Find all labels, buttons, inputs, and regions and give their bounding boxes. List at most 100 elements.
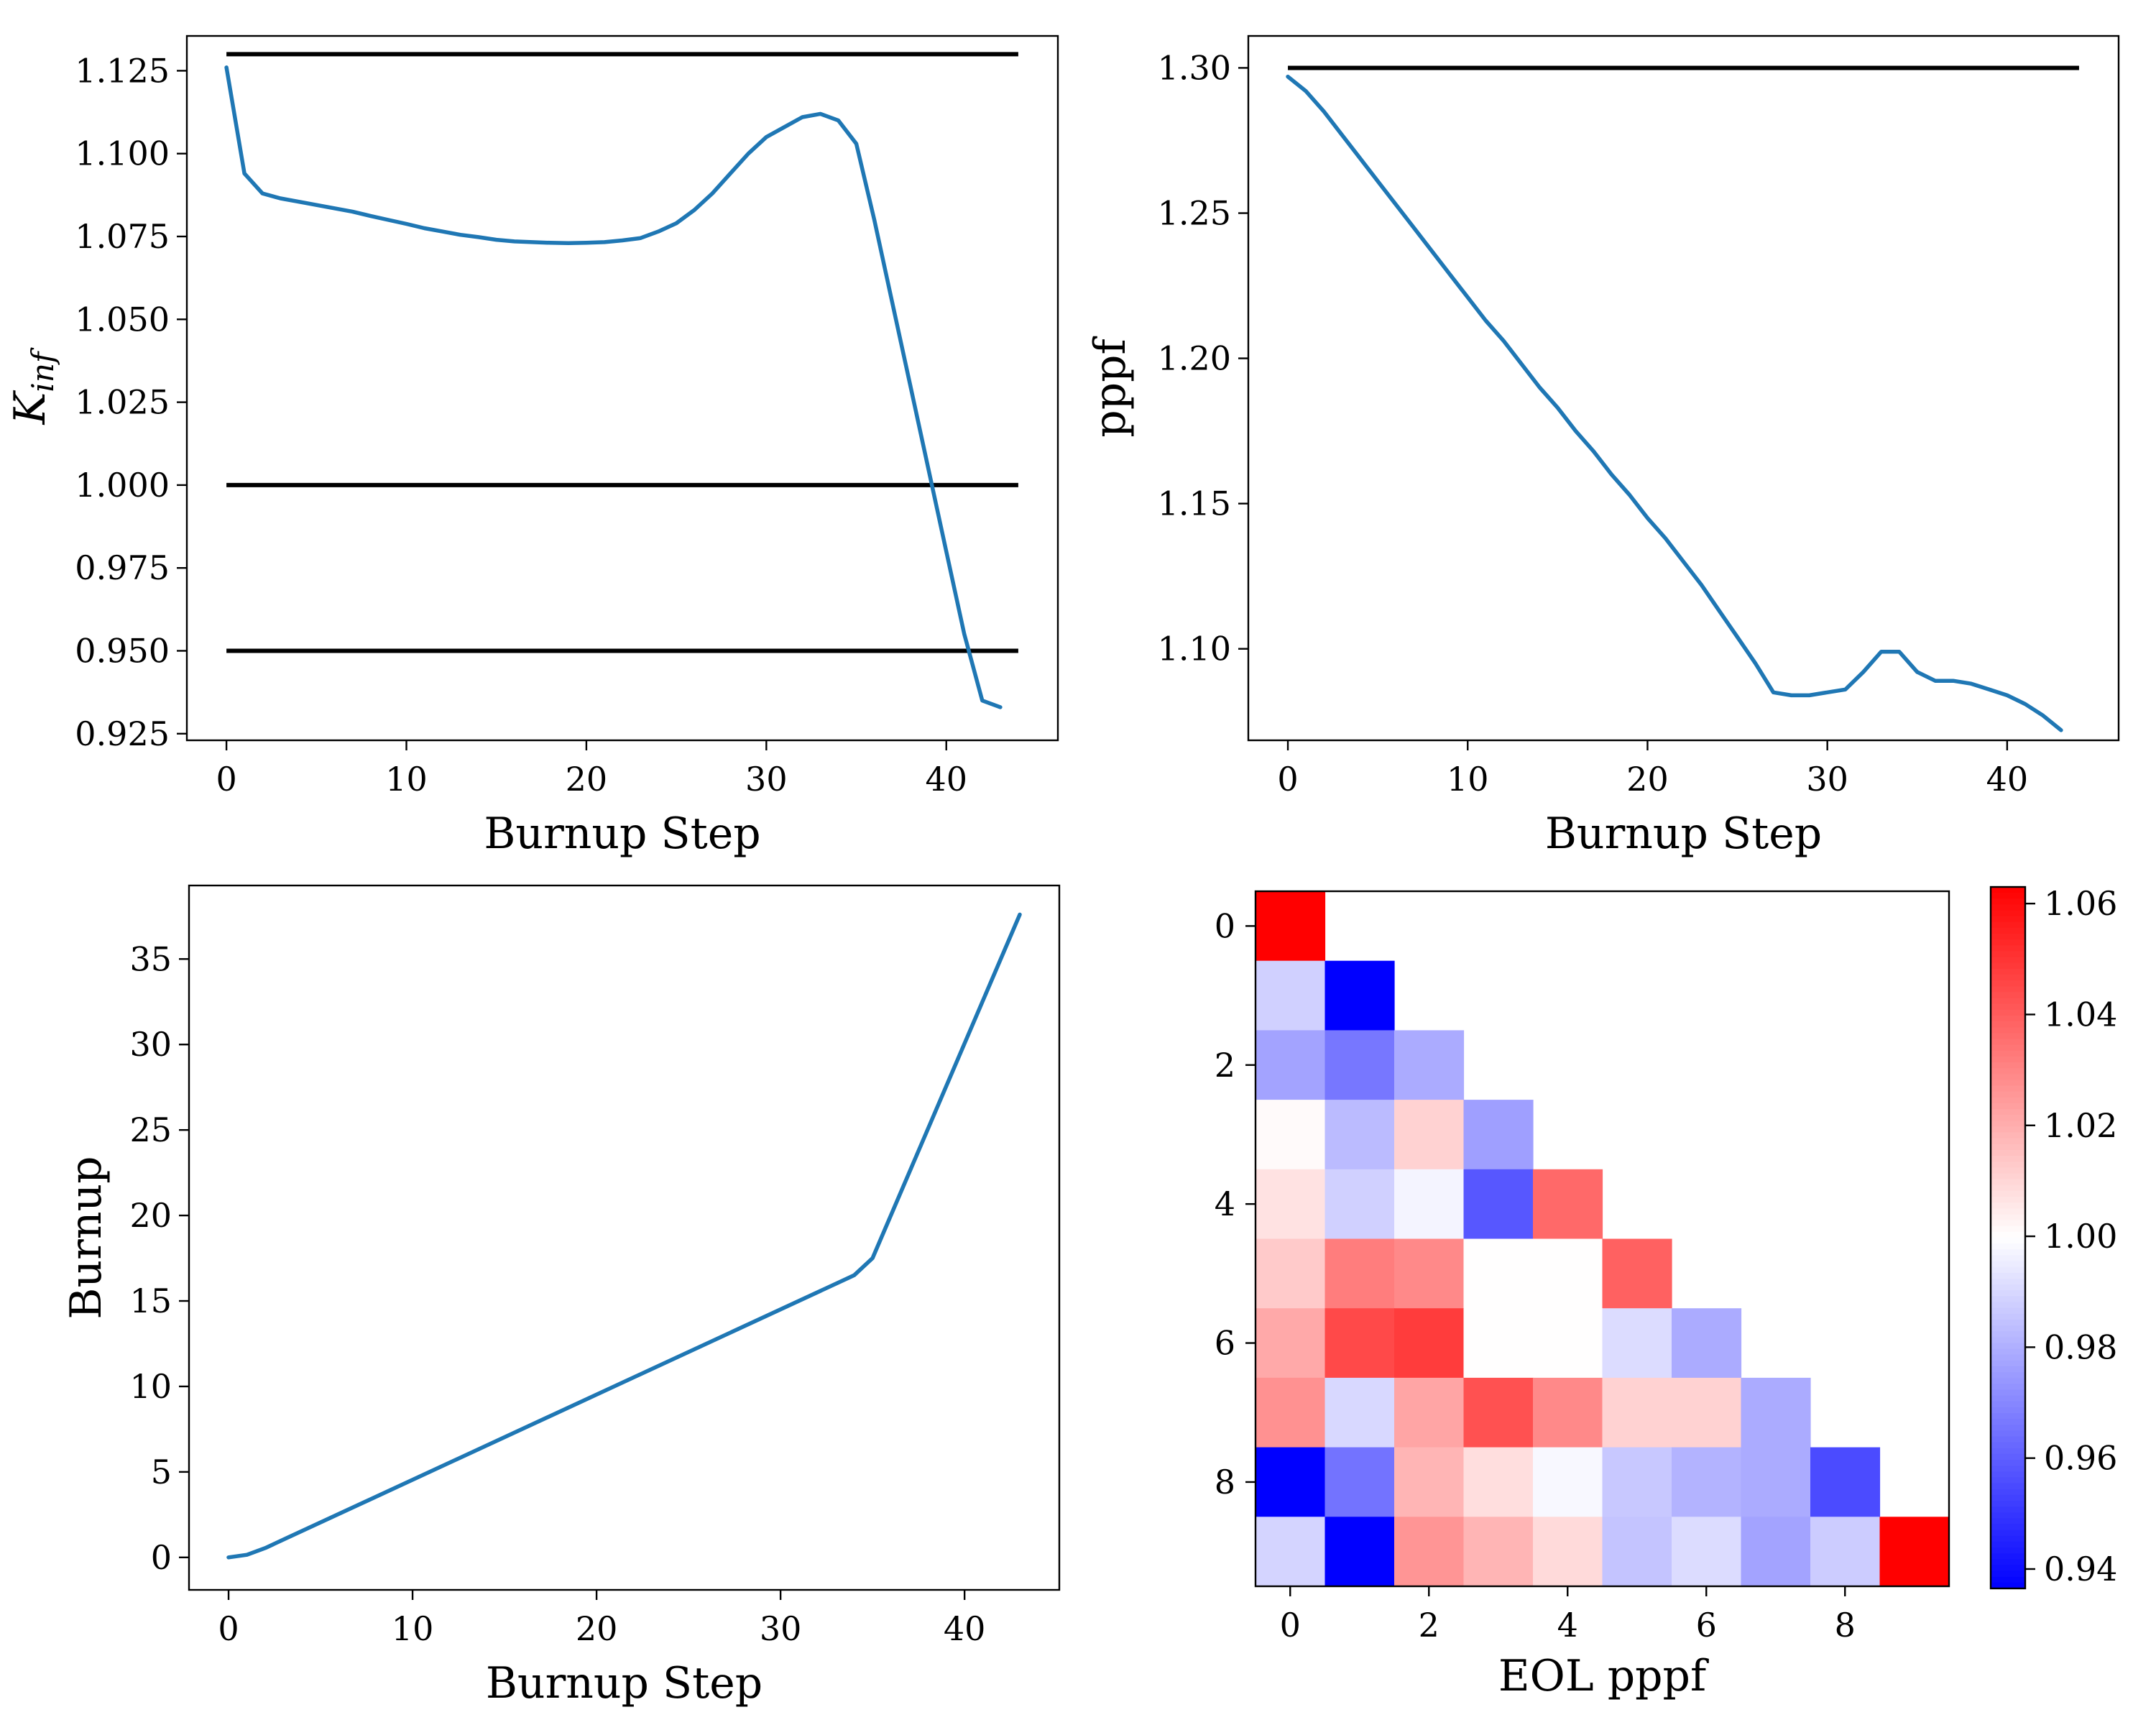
kinf-y-tick-label: 1.100 <box>75 134 170 173</box>
pppf-y-tick-label: 1.30 <box>1158 48 1231 87</box>
kinf-x-tick-label: 10 <box>385 760 428 799</box>
burnup-x-tick-label: 10 <box>392 1609 434 1648</box>
colorbar-segment <box>1991 1115 2025 1122</box>
colorbar-segment <box>1991 1582 2025 1589</box>
colorbar-segment <box>1991 1261 2025 1268</box>
pppf-x-axis-label: Burnup Step <box>1545 809 1822 859</box>
colorbar-segment <box>1991 1167 2025 1174</box>
heatmap-cell <box>1463 1308 1534 1379</box>
kinf-x-ticks: 0 10 20 30 40 <box>216 740 967 799</box>
heatmap-cell <box>1394 1308 1465 1379</box>
heatmap-y-tick-label: 4 <box>1215 1184 1235 1223</box>
burnup-x-tick-label: 30 <box>760 1609 802 1648</box>
burnup-y-tick-label: 15 <box>129 1282 172 1320</box>
colorbar-segment <box>1991 1109 2025 1116</box>
colorbar-segment <box>1991 1348 2025 1356</box>
heatmap-x-tick-label: 0 <box>1280 1606 1301 1644</box>
burnup-y-tick-label: 5 <box>151 1453 172 1491</box>
heatmap-x-tick-label: 4 <box>1557 1606 1578 1644</box>
kinf-y-tick-label: 0.975 <box>75 548 170 587</box>
colorbar-segment <box>1991 1477 2025 1484</box>
colorbar-segment <box>1991 1278 2025 1285</box>
colorbar: 0.94 0.96 0.98 1.00 1.02 1.04 1.06 <box>1989 884 2117 1590</box>
heatmap-cell <box>1325 1447 1395 1517</box>
heatmap-cell <box>1256 1308 1326 1379</box>
colorbar-segment <box>1991 962 2025 970</box>
heatmap-cell <box>1533 1447 1603 1517</box>
heatmap-cell <box>1325 1308 1395 1379</box>
colorbar-segment <box>1991 1080 2025 1087</box>
heatmap-cell <box>1325 1169 1395 1240</box>
colorbar-segment <box>1991 887 2025 893</box>
burnup-y-axis-label: Burnup <box>61 1156 111 1319</box>
colorbar-segment <box>1991 1266 2025 1274</box>
colorbar-segment <box>1991 904 2025 911</box>
colorbar-segment <box>1991 1225 2025 1233</box>
burnup-x-axis-label: Burnup Step <box>486 1658 763 1708</box>
colorbar-segment <box>1991 1197 2025 1203</box>
heatmap-cell <box>1394 1030 1465 1100</box>
kinf-x-tick-label: 20 <box>566 760 608 799</box>
colorbar-segment <box>1991 1202 2025 1210</box>
heatmap-cell <box>1256 1377 1326 1448</box>
colorbar-segment <box>1991 1074 2025 1081</box>
heatmap-cell <box>1256 960 1326 1031</box>
colorbar-segment <box>1991 910 2025 917</box>
kinf-series <box>224 65 1003 709</box>
colorbar-segment <box>1991 1506 2025 1514</box>
colorbar-segment <box>1991 1015 2025 1022</box>
colorbar-segment <box>1991 1395 2025 1402</box>
pppf-axes-frame <box>1247 34 2120 742</box>
colorbar-segment <box>1991 1231 2025 1238</box>
colorbar-segment <box>1991 1407 2025 1414</box>
colorbar-segment <box>1991 1190 2025 1197</box>
pppf-x-tick-label: 30 <box>1806 760 1848 799</box>
colorbar-segment <box>1991 1559 2025 1566</box>
colorbar-tick-label: 0.96 <box>2044 1439 2117 1478</box>
colorbar-segment <box>1991 1138 2025 1145</box>
colorbar-segment <box>1991 1208 2025 1215</box>
colorbar-segment <box>1991 1576 2025 1583</box>
heatmap-cell <box>1463 1447 1534 1517</box>
colorbar-segment <box>1991 1156 2025 1163</box>
colorbar-segment <box>1991 1144 2025 1151</box>
kinf-y-tick-label: 1.125 <box>75 51 170 90</box>
kinf-y-tick-label: 1.000 <box>75 466 170 505</box>
heatmap-x-tick-label: 6 <box>1696 1606 1717 1644</box>
colorbar-segment <box>1991 998 2025 1005</box>
pppf-x-tick-label: 40 <box>1986 760 2029 799</box>
colorbar-segment <box>1991 975 2025 981</box>
colorbar-segment <box>1991 992 2025 999</box>
colorbar-segment <box>1991 1354 2025 1361</box>
colorbar-segment <box>1991 1184 2025 1192</box>
colorbar-segment <box>1991 1453 2025 1460</box>
colorbar-tick-label: 1.06 <box>2044 884 2117 923</box>
colorbar-segment <box>1991 1553 2025 1560</box>
colorbar-segment <box>1991 1401 2025 1408</box>
colorbar-segment <box>1991 1050 2025 1057</box>
colorbar-segment <box>1991 1430 2025 1438</box>
colorbar-segment <box>1991 1003 2025 1011</box>
colorbar-segment <box>1991 1466 2025 1473</box>
colorbar-segment <box>1991 1132 2025 1139</box>
colorbar-segment <box>1991 1039 2025 1046</box>
heatmap-cell <box>1602 1447 1672 1517</box>
colorbar-segment <box>1991 945 2025 952</box>
eol-heatmap: 0 2 4 6 8 0 2 4 6 8 EOL pppf <box>1215 890 1950 1701</box>
colorbar-segment <box>1991 1512 2025 1519</box>
kinf-y-axis-label: Kinf <box>5 347 60 425</box>
kinf-y-axis-label-base: K <box>5 390 55 425</box>
heatmap-cell <box>1325 960 1395 1031</box>
colorbar-segment <box>1991 1249 2025 1256</box>
heatmap-x-ticks: 0 2 4 6 8 <box>1280 1586 1856 1644</box>
burnup-x-ticks: 0 10 20 30 40 <box>218 1590 985 1648</box>
heatmap-cell <box>1533 1238 1603 1309</box>
colorbar-segment <box>1991 1337 2025 1344</box>
burnup-y-tick-label: 35 <box>129 939 172 978</box>
heatmap-cell <box>1602 1517 1672 1587</box>
heatmap-cell <box>1602 1308 1672 1379</box>
colorbar-frame <box>1989 886 2027 1590</box>
burnup-x-tick-label: 0 <box>218 1609 239 1648</box>
burnup-y-ticks: 0 5 10 15 20 25 30 35 <box>129 939 189 1577</box>
heatmap-cell <box>1741 1377 1811 1448</box>
